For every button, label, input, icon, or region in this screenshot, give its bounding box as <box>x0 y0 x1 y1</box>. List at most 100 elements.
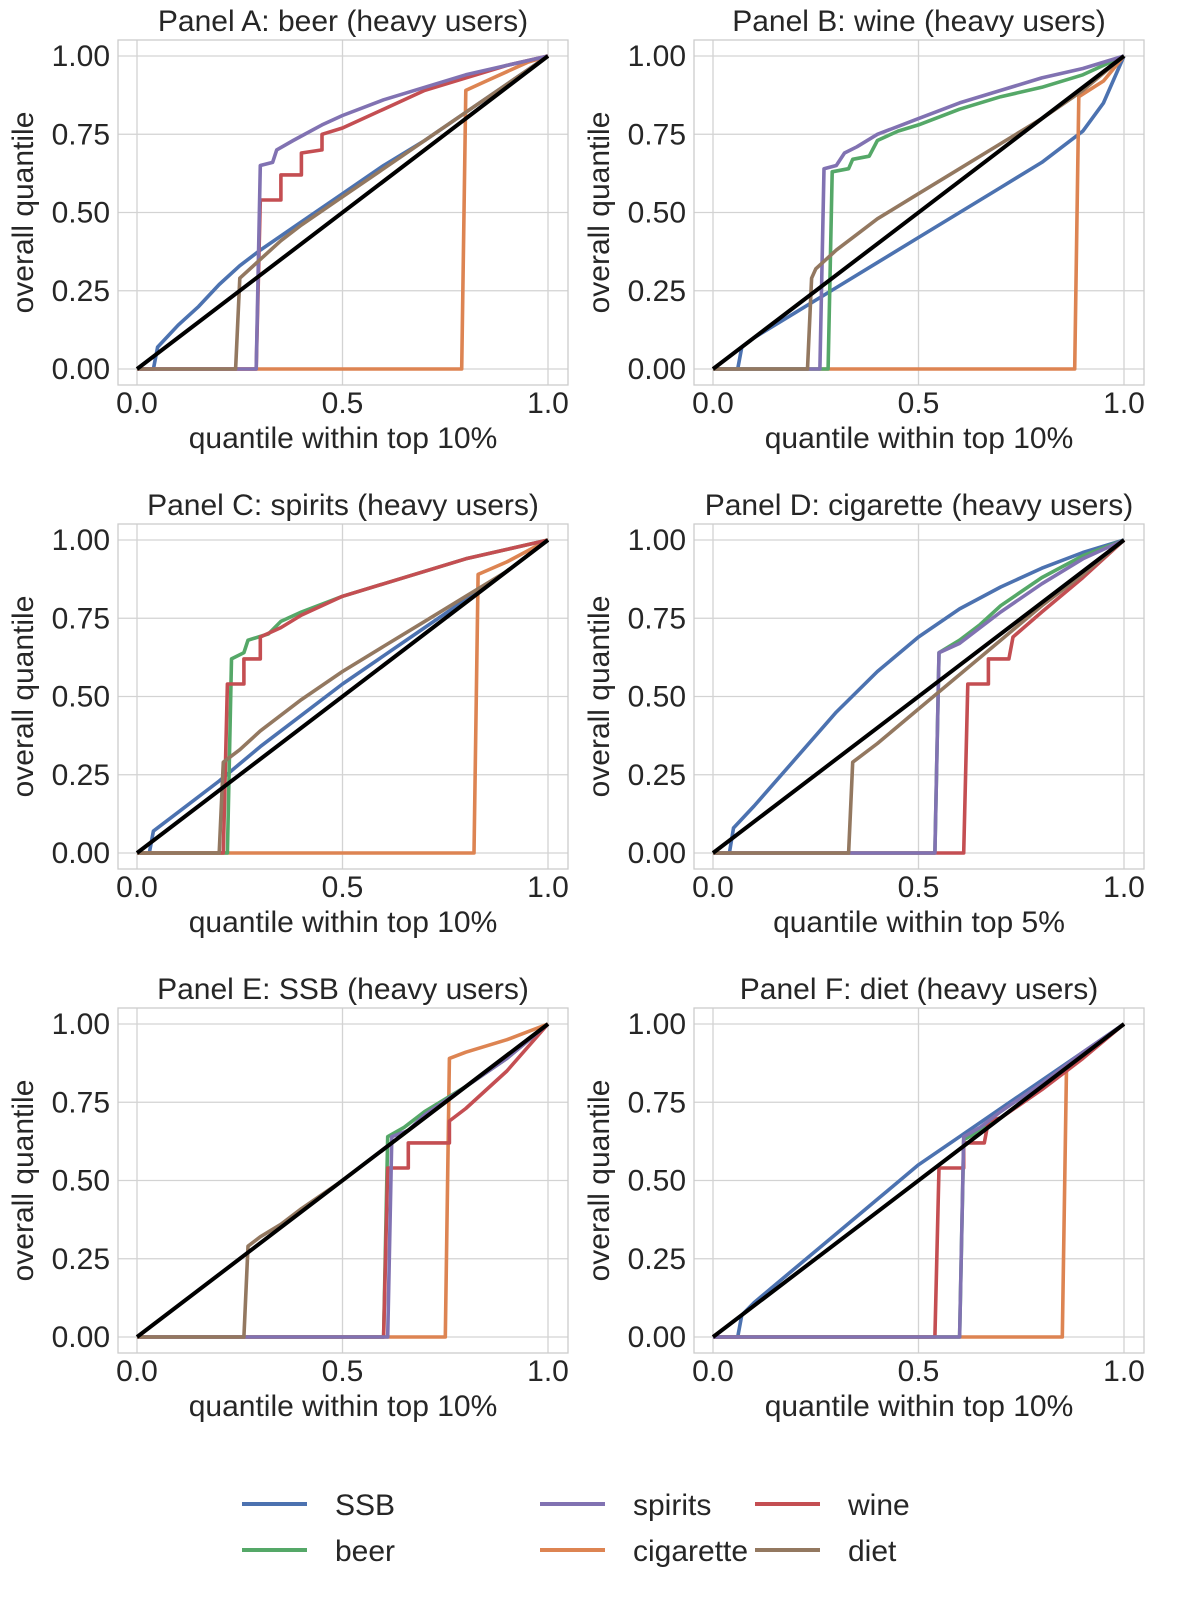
panel-5: 0.0 0.5 1.0 0.00 0.25 0.50 0.75 1.00 Panel E: SS… <box>7 973 569 1423</box>
x-tick-label: 1.0 <box>527 871 569 904</box>
y-tick-label: 0.50 <box>52 1165 110 1198</box>
series-line-cigarette <box>713 54 1126 371</box>
y-tick-label: 0.25 <box>628 759 686 792</box>
y-axis-label: overall quantile <box>583 1080 616 1282</box>
legend-label: beer <box>335 1535 395 1568</box>
y-tick-label: 0.50 <box>52 681 110 714</box>
series-line-beer <box>713 54 1125 371</box>
series-line-wine <box>713 1022 1126 1339</box>
plot-frame <box>693 523 1145 870</box>
y-axis-label: overall quantile <box>583 596 616 798</box>
y-axis-label: overall quantile <box>583 112 616 314</box>
x-tick-label: 1.0 <box>527 387 569 420</box>
panel-1: 0.0 0.5 1.0 0.00 0.25 0.50 0.75 1.00 Panel A: be… <box>7 5 569 455</box>
y-tick-label: 0.00 <box>52 837 110 870</box>
y-tick-label: 0.75 <box>52 118 110 151</box>
legend-label: cigarette <box>633 1535 748 1568</box>
reference-line <box>711 538 1126 855</box>
series-line-wine <box>137 54 549 371</box>
x-tick-label: 0.5 <box>898 871 940 904</box>
legend-item-spirits: spirits <box>540 1489 711 1522</box>
panel-4: 0.0 0.5 1.0 0.00 0.25 0.50 0.75 1.00 Panel D: ci… <box>583 489 1145 939</box>
y-tick-label: 0.75 <box>628 602 686 635</box>
x-tick-label: 0.5 <box>322 871 364 904</box>
series-line-spirits <box>713 1022 1126 1339</box>
legend-item-diet: diet <box>755 1535 897 1568</box>
panel-title: Panel F: diet (heavy users) <box>740 973 1099 1006</box>
y-axis-label: overall quantile <box>7 112 40 314</box>
y-tick-label: 0.75 <box>628 118 686 151</box>
series-line-cigarette <box>137 538 549 855</box>
legend-item-beer: beer <box>242 1535 395 1568</box>
y-tick-label: 1.00 <box>52 40 110 73</box>
plot-frame <box>117 523 569 870</box>
y-tick-label: 1.00 <box>52 524 110 557</box>
legend-label: diet <box>848 1535 897 1568</box>
reference-line <box>135 54 550 371</box>
reference-line <box>135 1022 550 1339</box>
series-line-spirits <box>713 54 1125 371</box>
y-tick-label: 0.75 <box>52 1086 110 1119</box>
x-axis-label: quantile within top 10% <box>189 1390 498 1423</box>
x-tick-label: 0.0 <box>692 871 734 904</box>
x-axis-label: quantile within top 10% <box>189 422 498 455</box>
panel-title: Panel C: spirits (heavy users) <box>147 489 539 522</box>
y-tick-label: 0.00 <box>628 837 686 870</box>
x-axis-label: quantile within top 10% <box>765 1390 1074 1423</box>
x-tick-label: 1.0 <box>1103 387 1145 420</box>
panel-title: Panel E: SSB (heavy users) <box>157 973 529 1006</box>
legend-label: wine <box>847 1489 910 1522</box>
reference-line <box>711 1022 1126 1339</box>
y-tick-label: 0.50 <box>628 197 686 230</box>
y-tick-label: 0.00 <box>52 353 110 386</box>
plot-frame <box>117 1007 569 1354</box>
y-tick-label: 0.50 <box>52 197 110 230</box>
legend-item-ssb: SSB <box>242 1489 395 1522</box>
x-tick-label: 1.0 <box>1103 871 1145 904</box>
x-axis-label: quantile within top 10% <box>189 906 498 939</box>
legend-item-cigarette: cigarette <box>540 1535 748 1568</box>
y-tick-label: 0.25 <box>52 1243 110 1276</box>
y-tick-label: 0.50 <box>628 1165 686 1198</box>
x-tick-label: 0.0 <box>116 387 158 420</box>
y-axis-label: overall quantile <box>7 1080 40 1282</box>
legend-item-wine: wine <box>755 1489 910 1522</box>
y-tick-label: 0.75 <box>52 602 110 635</box>
legend-label: spirits <box>633 1489 711 1522</box>
x-axis-label: quantile within top 5% <box>773 906 1065 939</box>
panel-title: Panel D: cigarette (heavy users) <box>705 489 1134 522</box>
x-tick-label: 0.5 <box>322 387 364 420</box>
panel-6: 0.0 0.5 1.0 0.00 0.25 0.50 0.75 1.00 Panel F: di… <box>583 973 1145 1423</box>
y-tick-label: 0.25 <box>628 275 686 308</box>
series-line-spirits <box>713 538 1125 855</box>
series-line-wine <box>713 538 1126 855</box>
x-tick-label: 0.5 <box>322 1355 364 1388</box>
panel-3: 0.0 0.5 1.0 0.00 0.25 0.50 0.75 1.00 Panel C: sp… <box>7 489 569 939</box>
x-tick-label: 1.0 <box>1103 1355 1145 1388</box>
reference-line <box>135 538 550 855</box>
y-tick-label: 1.00 <box>628 40 686 73</box>
panel-title: Panel B: wine (heavy users) <box>732 5 1106 38</box>
x-tick-label: 0.0 <box>692 1355 734 1388</box>
x-tick-label: 0.0 <box>692 387 734 420</box>
plot-frame <box>693 1007 1145 1354</box>
series-line-diet <box>137 538 550 855</box>
y-axis-label: overall quantile <box>7 596 40 798</box>
y-tick-label: 0.25 <box>52 759 110 792</box>
series-line-cigarette <box>137 1022 549 1339</box>
y-tick-label: 0.00 <box>628 1321 686 1354</box>
x-tick-label: 0.5 <box>898 387 940 420</box>
series-line-ssb <box>137 538 550 855</box>
series-line-diet <box>713 538 1126 855</box>
y-tick-label: 0.00 <box>628 353 686 386</box>
x-tick-label: 0.0 <box>116 1355 158 1388</box>
y-tick-label: 1.00 <box>52 1008 110 1041</box>
x-tick-label: 0.0 <box>116 871 158 904</box>
y-tick-label: 0.50 <box>628 681 686 714</box>
y-tick-label: 0.25 <box>628 1243 686 1276</box>
series-line-wine <box>137 538 549 855</box>
y-tick-label: 1.00 <box>628 1008 686 1041</box>
panel-title: Panel A: beer (heavy users) <box>158 5 528 38</box>
plot-frame <box>117 39 569 386</box>
